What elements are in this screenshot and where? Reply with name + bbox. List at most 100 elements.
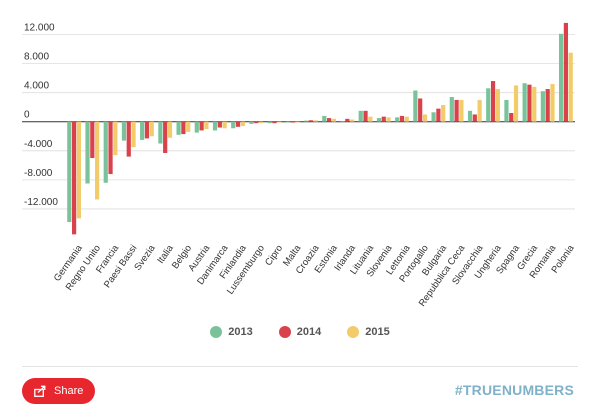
bar-2014 [290,121,295,123]
bar-2014 [254,121,259,124]
bar-2013 [467,110,473,122]
legend-swatch-2014 [278,326,291,338]
bar-2013 [449,97,454,122]
bar-2013 [212,121,218,131]
x-tick-label: Cipro [263,243,285,268]
bar-2014 [181,121,186,135]
bar-2013 [194,121,199,133]
bar-2015 [350,119,355,122]
bar-2015 [495,89,500,122]
bar-2014 [126,121,131,157]
legend-item-2014[interactable]: 2014 [278,326,322,338]
bar-2014 [563,22,568,122]
y-tick-label: -8.000 [24,168,53,179]
legend-label-2014: 2014 [296,326,322,338]
bar-2014 [454,99,459,122]
bar-2013 [285,121,290,123]
brand-logo: #TRUENUMBERS [454,382,574,398]
bar-2013 [85,121,90,184]
bar-2013 [522,83,527,122]
bar-2014 [363,110,368,122]
bar-2013 [413,90,418,122]
bar-2013 [376,118,382,122]
bar-2015 [386,117,391,122]
bar-2015 [167,121,173,138]
bar-2013 [504,99,509,122]
legend-item-2015[interactable]: 2015 [347,326,390,338]
bar-2013 [358,110,363,122]
bar-2013 [231,121,236,129]
bar-2014 [527,84,532,122]
legend: 2013 2014 2015 [0,326,600,338]
bar-2014 [144,121,150,139]
bar-2015 [422,114,428,122]
bar-2013 [558,33,564,122]
bar-2014 [272,121,277,124]
chart: 12.000 8.000 4.000 0 -4.000 -8.000 -12.000 Ger… [22,22,577,309]
bar-2015 [513,85,519,122]
bar-2014 [199,121,204,131]
bar-2015 [295,121,300,123]
bar-2014 [235,121,241,127]
bar-2013 [121,121,127,141]
bar-2015 [131,121,136,148]
bar-2013 [540,91,545,122]
bar-2013 [249,121,254,124]
bar-2014 [345,118,350,122]
bar-2015 [313,120,318,122]
legend-swatch-2013 [210,326,223,338]
legend-item-2013[interactable]: 2013 [210,326,253,338]
bar-2015 [222,121,227,129]
bar-2014 [490,81,496,122]
bar-2013 [340,121,345,122]
bar-2014 [163,121,168,153]
legend-label-2015: 2015 [365,326,390,338]
share-icon [34,385,46,397]
bar-2013 [267,121,272,124]
bar-2014 [418,98,423,122]
bar-2014 [509,113,514,122]
bar-2015 [277,121,282,123]
bar-2014 [327,118,332,122]
bar-2015 [331,118,337,122]
bar-2014 [308,120,313,122]
bar-2014 [381,116,386,122]
bar-2015 [441,105,446,122]
bar-2015 [477,99,482,122]
x-tick-label: Svezia [132,243,158,273]
y-axis-ticks: 12.000 8.000 4.000 0 -4.000 -8.000 -12.000 [24,23,58,208]
bar-2015 [240,121,245,127]
share-label: Share [54,385,84,397]
legend-label-2013: 2013 [228,326,253,338]
bar-2014 [217,121,222,128]
bar-2014 [545,89,550,122]
y-tick-label: -12.000 [24,197,58,208]
bar-2015 [95,121,100,200]
y-tick-label: -4.000 [24,139,53,150]
bar-2013 [322,115,327,122]
share-button[interactable]: Share [22,378,95,404]
bar-2013 [303,120,309,122]
bar-2015 [186,121,191,132]
bar-2015 [532,86,537,122]
y-tick-label: 0 [24,110,30,121]
bar-2013 [431,112,436,122]
bar-2015 [368,116,373,122]
bar-2014 [472,114,477,122]
bar-2015 [568,52,573,122]
bar-2013 [395,117,400,122]
bar-2014 [399,115,405,122]
bar-2015 [113,121,118,156]
bar-2014 [436,108,441,122]
bars [67,22,573,235]
bar-2013 [67,121,72,223]
bar-2015 [204,121,209,129]
footer-divider [22,366,578,367]
bar-2015 [550,83,555,122]
bar-2013 [140,121,145,140]
bar-2014 [90,121,95,159]
y-tick-label: 8.000 [24,52,49,63]
y-tick-label: 4.000 [24,81,49,92]
legend-swatch-2015 [347,326,360,338]
